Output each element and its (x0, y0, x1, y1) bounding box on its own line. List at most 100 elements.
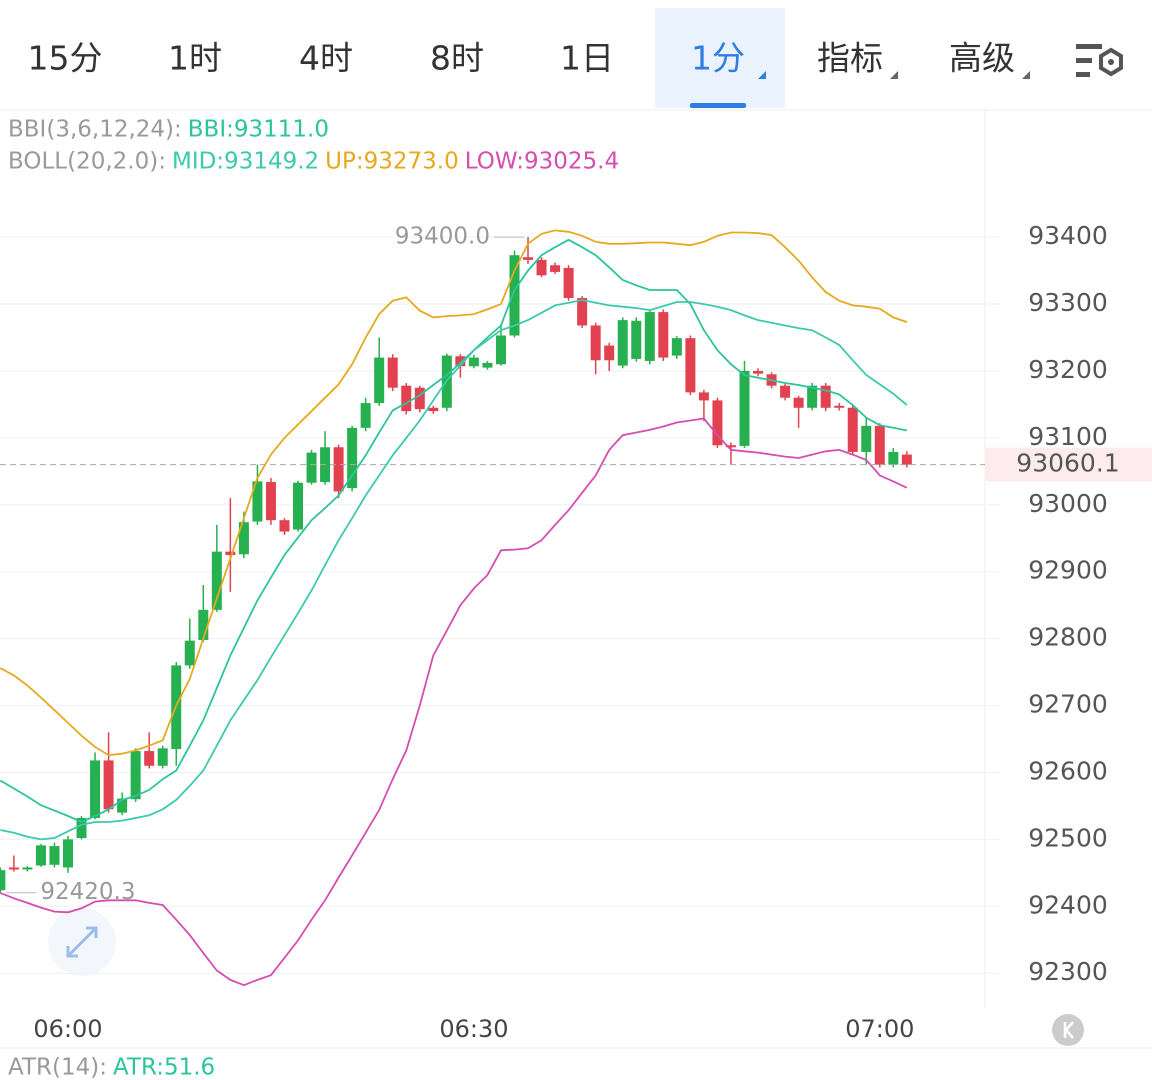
candle-body (725, 445, 736, 448)
candle-body (184, 640, 195, 666)
y-tick-label: 93400 (1028, 221, 1108, 250)
y-tick-label: 92700 (1028, 690, 1108, 719)
candle-body (536, 259, 547, 276)
min-label: 92420.3 (40, 879, 135, 905)
tab[interactable]: 8时 (430, 39, 484, 78)
y-tick-label: 93000 (1028, 489, 1108, 518)
indicator-line (0, 299, 908, 841)
y-tick-label: 92300 (1028, 957, 1108, 986)
candle-body (157, 748, 168, 766)
candle-body (401, 385, 412, 412)
indicator-line (0, 229, 908, 757)
candle-body (563, 267, 574, 299)
tab[interactable]: 高级 (949, 39, 1015, 78)
candle-body (414, 387, 425, 410)
candle-body (225, 551, 236, 555)
candle-body (22, 867, 33, 870)
candle-body (820, 385, 831, 408)
expand-button[interactable] (48, 908, 116, 976)
candle-body (238, 522, 249, 555)
dropdown-arrow (1022, 71, 1030, 79)
candle-body (387, 357, 398, 388)
tab[interactable]: 1分 (691, 39, 745, 78)
legend-entry: BBI:93111.0 (188, 117, 329, 143)
scroll-latest-button[interactable] (1052, 1014, 1084, 1046)
y-tick-label: 92900 (1028, 556, 1108, 585)
candle-body (279, 520, 290, 532)
dropdown-arrow (758, 71, 766, 79)
candle-body (658, 312, 669, 358)
candle-body (671, 338, 682, 356)
indicator-label: BOLL(20,2.0): (8, 149, 166, 175)
candle-body (198, 609, 209, 640)
candle-body (644, 312, 655, 361)
candle-body (0, 870, 6, 891)
candle-body (793, 397, 804, 408)
candle-body (347, 427, 358, 489)
candle-body (76, 817, 87, 839)
y-tick-label: 92600 (1028, 756, 1108, 785)
candle-body (8, 867, 19, 870)
tab[interactable]: 1日 (560, 39, 614, 78)
candle-body (333, 447, 344, 492)
candle-body (63, 839, 73, 868)
candle-body (117, 798, 128, 813)
candle-body (712, 400, 723, 446)
y-tick-label: 92800 (1028, 623, 1108, 652)
candle-body (103, 760, 114, 810)
selected-tab-indicator (690, 103, 746, 108)
candle-body (374, 357, 385, 404)
candle-body (888, 451, 899, 465)
candle-body (807, 385, 818, 408)
y-tick-label: 93200 (1028, 355, 1108, 384)
last-price-label: 93060.1 (1016, 449, 1119, 478)
indicator-line (0, 238, 908, 823)
candle-body (874, 425, 885, 465)
candle-body (753, 370, 764, 374)
y-tick-label: 93100 (1028, 422, 1108, 451)
sub-indicator-value: ATR:51.6 (113, 1055, 215, 1080)
y-tick-label: 92500 (1028, 823, 1108, 852)
indicator-line (0, 417, 908, 987)
candle-body (617, 320, 628, 366)
candle-body (90, 760, 101, 818)
candle-body (631, 320, 642, 359)
legend-entry: UP:93273.0 (325, 149, 459, 175)
candle-body (468, 357, 479, 367)
last-price-box (985, 447, 1152, 482)
settings-icon[interactable] (1076, 44, 1123, 77)
legend-entry: LOW:93025.4 (465, 149, 619, 175)
candle-body (306, 452, 317, 483)
candle-body (130, 751, 141, 800)
tab[interactable]: 1时 (168, 39, 222, 78)
candle-body (604, 345, 615, 361)
x-tick-label: 06:00 (33, 1015, 102, 1043)
candle-body (428, 407, 439, 412)
candle-body (523, 257, 534, 260)
candle-body (265, 482, 276, 521)
max-label: 93400.0 (395, 224, 490, 250)
x-tick-label: 07:00 (845, 1015, 914, 1043)
x-tick-label: 06:30 (439, 1015, 508, 1043)
candle-body (739, 370, 750, 446)
candle-body (360, 403, 371, 428)
candle-body (455, 356, 466, 367)
y-tick-label: 93300 (1028, 288, 1108, 317)
candle-body (211, 551, 222, 610)
tab[interactable]: 指标 (817, 39, 883, 78)
candle-body (144, 751, 155, 766)
candle-body (495, 335, 506, 365)
indicator-label: BBI(3,6,12,24): (8, 117, 182, 143)
candle-body (252, 481, 263, 522)
dropdown-arrow (890, 71, 898, 79)
candle-body (550, 265, 561, 272)
legend-entry: MID:93149.2 (172, 149, 319, 175)
tab[interactable]: 15分 (28, 39, 103, 78)
candle-body (698, 392, 709, 401)
candle-body (685, 338, 696, 393)
tab[interactable]: 4时 (299, 39, 353, 78)
candle-body (482, 362, 493, 368)
candle-body (577, 298, 588, 326)
candle-body (35, 845, 46, 866)
